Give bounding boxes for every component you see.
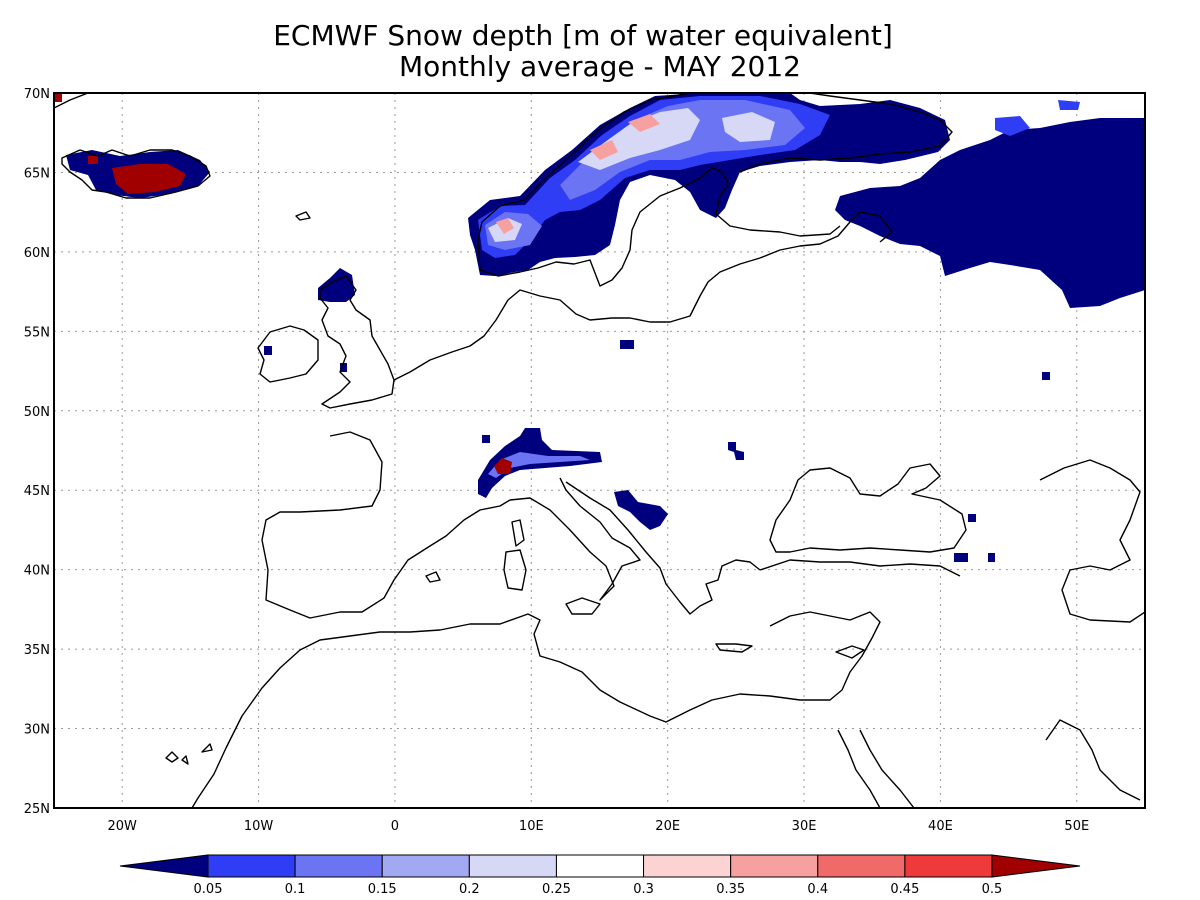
- colorbar-swatch: [468, 854, 557, 878]
- snow-spot-caucasus: [968, 514, 976, 522]
- lat-tick-label: 70N: [24, 87, 50, 102]
- snow-spot-wales: [340, 363, 347, 372]
- lon-tick-label: 20E: [655, 819, 680, 834]
- longitude-labels: 20W 10W 0 10E 20E 30E 40E 50E: [107, 819, 1089, 834]
- snow-region-iceland-red: [112, 164, 186, 194]
- colorbar-tick-label: 0.5: [982, 882, 1003, 897]
- map-area: 70N 65N 60N 55N 50N 45N 40N 35N 30N 25N 20W 10W 0 10…: [24, 87, 1146, 834]
- colorbar-swatch: [904, 854, 993, 878]
- lon-tick-label: 0: [391, 819, 399, 834]
- snow-region-iceland-west: [54, 93, 98, 164]
- colorbar-high-arrow: [991, 854, 1081, 878]
- snow-region-scotland: [318, 268, 355, 302]
- lon-tick-label: 10E: [519, 819, 544, 834]
- lat-tick-label: 50N: [24, 405, 50, 420]
- colorbar-tick-label: 0.15: [368, 882, 397, 897]
- colorbar-swatch: [381, 854, 470, 878]
- snow-depth-field: [54, 93, 1145, 562]
- title-line-1: ECMWF Snow depth [m of water equivalent]: [273, 19, 893, 52]
- colorbar-tick-label: 0.45: [890, 882, 919, 897]
- colorbar: 0.05 0.1 0.15 0.2 0.25 0.3 0.35 0.4 0.45 0.5: [119, 854, 1081, 897]
- snow-region-carpathians: [728, 442, 744, 460]
- map-frame: [53, 92, 1146, 809]
- snow-region-russia-north: [995, 100, 1080, 136]
- snow-spot-baltic: [620, 340, 634, 349]
- colorbar-swatch: [555, 854, 645, 878]
- lat-tick-label: 35N: [24, 643, 50, 658]
- lat-tick-label: 60N: [24, 246, 50, 261]
- colorbar-tick-label: 0.1: [285, 882, 306, 897]
- colorbar-swatch: [730, 854, 819, 878]
- snow-region-russia: [835, 118, 1145, 308]
- snow-spot-ireland: [264, 346, 272, 355]
- lon-tick-label: 10W: [244, 819, 274, 834]
- lat-tick-label: 25N: [24, 802, 50, 817]
- snow-region-balkans: [614, 490, 668, 530]
- colorbar-tick-label: 0.2: [459, 882, 480, 897]
- lat-tick-label: 65N: [24, 166, 50, 181]
- colorbar-tick-label: 0.05: [194, 882, 223, 897]
- coastlines: [54, 93, 1145, 808]
- snow-spot-turkey-east-2: [988, 553, 995, 562]
- snow-region-scandinavia-pale: [488, 108, 775, 242]
- colorbar-swatch: [643, 854, 732, 878]
- lat-tick-label: 40N: [24, 564, 50, 579]
- lon-tick-label: 40E: [928, 819, 953, 834]
- lon-tick-label: 50E: [1064, 819, 1089, 834]
- colorbar-tick-label: 0.25: [542, 882, 571, 897]
- colorbar-swatch: [294, 854, 383, 878]
- snow-region-alps-red: [494, 458, 512, 474]
- lon-tick-label: 30E: [792, 819, 817, 834]
- latitude-labels: 70N 65N 60N 55N 50N 45N 40N 35N 30N 25N: [24, 87, 50, 817]
- snow-region-scandinavia-mid: [485, 100, 805, 250]
- lat-tick-label: 30N: [24, 723, 50, 738]
- lat-tick-label: 45N: [24, 484, 50, 499]
- title-line-2: Monthly average - MAY 2012: [399, 50, 801, 83]
- colorbar-swatch: [207, 854, 296, 878]
- colorbar-tick-label: 0.3: [633, 882, 654, 897]
- lon-tick-label: 20W: [107, 819, 137, 834]
- snow-spot-volga: [1042, 372, 1050, 380]
- lat-tick-label: 55N: [24, 325, 50, 340]
- snow-spot-alps-west: [482, 435, 490, 443]
- colorbar-swatch: [817, 854, 906, 878]
- snow-region-scandinavia-red: [496, 114, 660, 234]
- snow-spot-turkey-east: [954, 553, 968, 562]
- colorbar-tick-label: 0.35: [716, 882, 745, 897]
- snow-region-alps-light: [488, 452, 590, 478]
- colorbar-low-arrow: [119, 854, 209, 878]
- colorbar-tick-label: 0.4: [807, 882, 828, 897]
